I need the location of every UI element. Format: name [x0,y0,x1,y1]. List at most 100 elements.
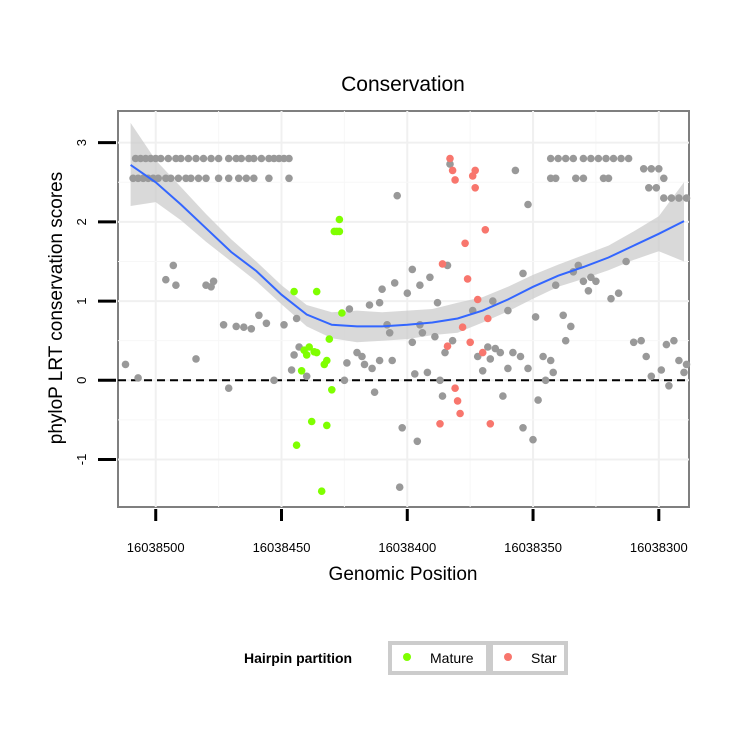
point-mature [297,367,306,375]
point-other [436,376,444,385]
point-other [247,325,256,333]
point-other [426,273,434,282]
point-other [285,174,293,183]
point-other [378,285,386,294]
point-other [504,306,512,315]
point-star [446,154,454,163]
point-other [579,154,588,163]
point-mature [335,227,344,236]
chart-title: Conservation [341,73,465,96]
point-other [383,321,391,329]
point-mature [317,487,326,496]
legend-item-mature [388,641,490,675]
scatter-points [118,154,691,496]
x-tick-label: 16038400 [378,540,436,555]
smooth-line-layer [130,164,685,328]
point-other [655,165,663,173]
x-tick-label: 16038450 [253,540,311,555]
point-star [453,397,462,405]
point-other [157,154,165,163]
point-other [584,287,593,295]
point-other [554,154,562,163]
point-other [433,298,442,307]
smooth-line [130,164,685,328]
point-other [675,356,683,365]
point-other [154,174,162,183]
axes: 16038500 16038450 16038400 16038350 16038300… [74,139,688,555]
point-star [466,338,475,347]
point-other [134,374,142,382]
point-other [549,368,557,377]
point-star [484,314,492,323]
point-other [617,154,625,163]
y-tick-label: 1 [74,297,89,304]
plot-panel [117,110,690,508]
point-other [642,352,650,361]
point-other [184,154,193,163]
x-tick-label: 16038350 [504,540,562,555]
point-mature [307,417,316,426]
point-other [398,424,407,432]
point-other [174,174,183,183]
point-mature [325,335,334,343]
legend-key-mature [403,653,411,661]
y-tick-label: -1 [74,454,89,466]
point-other [541,376,550,385]
point-other [234,174,243,183]
point-other [250,154,258,163]
point-other [290,351,298,359]
point-mature [312,287,321,296]
point-other [478,367,487,375]
point-mature [335,215,344,224]
point-other [622,257,630,266]
point-other [265,174,273,183]
point-other [524,364,532,373]
point-other [561,336,570,345]
point-other [224,154,233,163]
point-mature [312,348,321,357]
point-other [682,194,691,202]
point-mature [302,351,311,359]
point-other [665,382,673,390]
point-mature [305,343,314,351]
point-other [403,289,412,298]
point-star [478,348,487,357]
point-other [270,376,278,385]
point-other [192,355,200,363]
point-other [448,336,457,345]
point-other [489,297,497,305]
point-other [567,322,575,331]
point-other [172,281,180,290]
point-other [441,348,449,357]
point-other [240,323,248,332]
point-star [471,166,480,175]
point-star [438,260,447,268]
point-star [436,420,444,428]
point-other [607,294,615,303]
point-other [194,174,203,183]
point-other [652,184,661,192]
point-other [531,313,540,321]
point-other [192,154,200,163]
point-mature [323,356,331,365]
point-other [280,321,288,329]
point-star [461,239,469,248]
point-other [207,154,215,163]
point-mature [323,421,331,430]
point-other [509,348,517,357]
point-other [516,352,525,361]
point-other [385,329,394,337]
point-other [431,332,439,341]
point-other [647,372,656,381]
point-other [504,364,512,373]
point-other [358,352,366,361]
point-other [345,305,354,313]
x-tick-label: 16038500 [127,540,185,555]
point-star [448,166,457,175]
point-other [167,174,175,183]
point-other [675,194,683,202]
point-other [579,277,588,286]
point-other [219,321,228,329]
point-other [302,372,311,381]
